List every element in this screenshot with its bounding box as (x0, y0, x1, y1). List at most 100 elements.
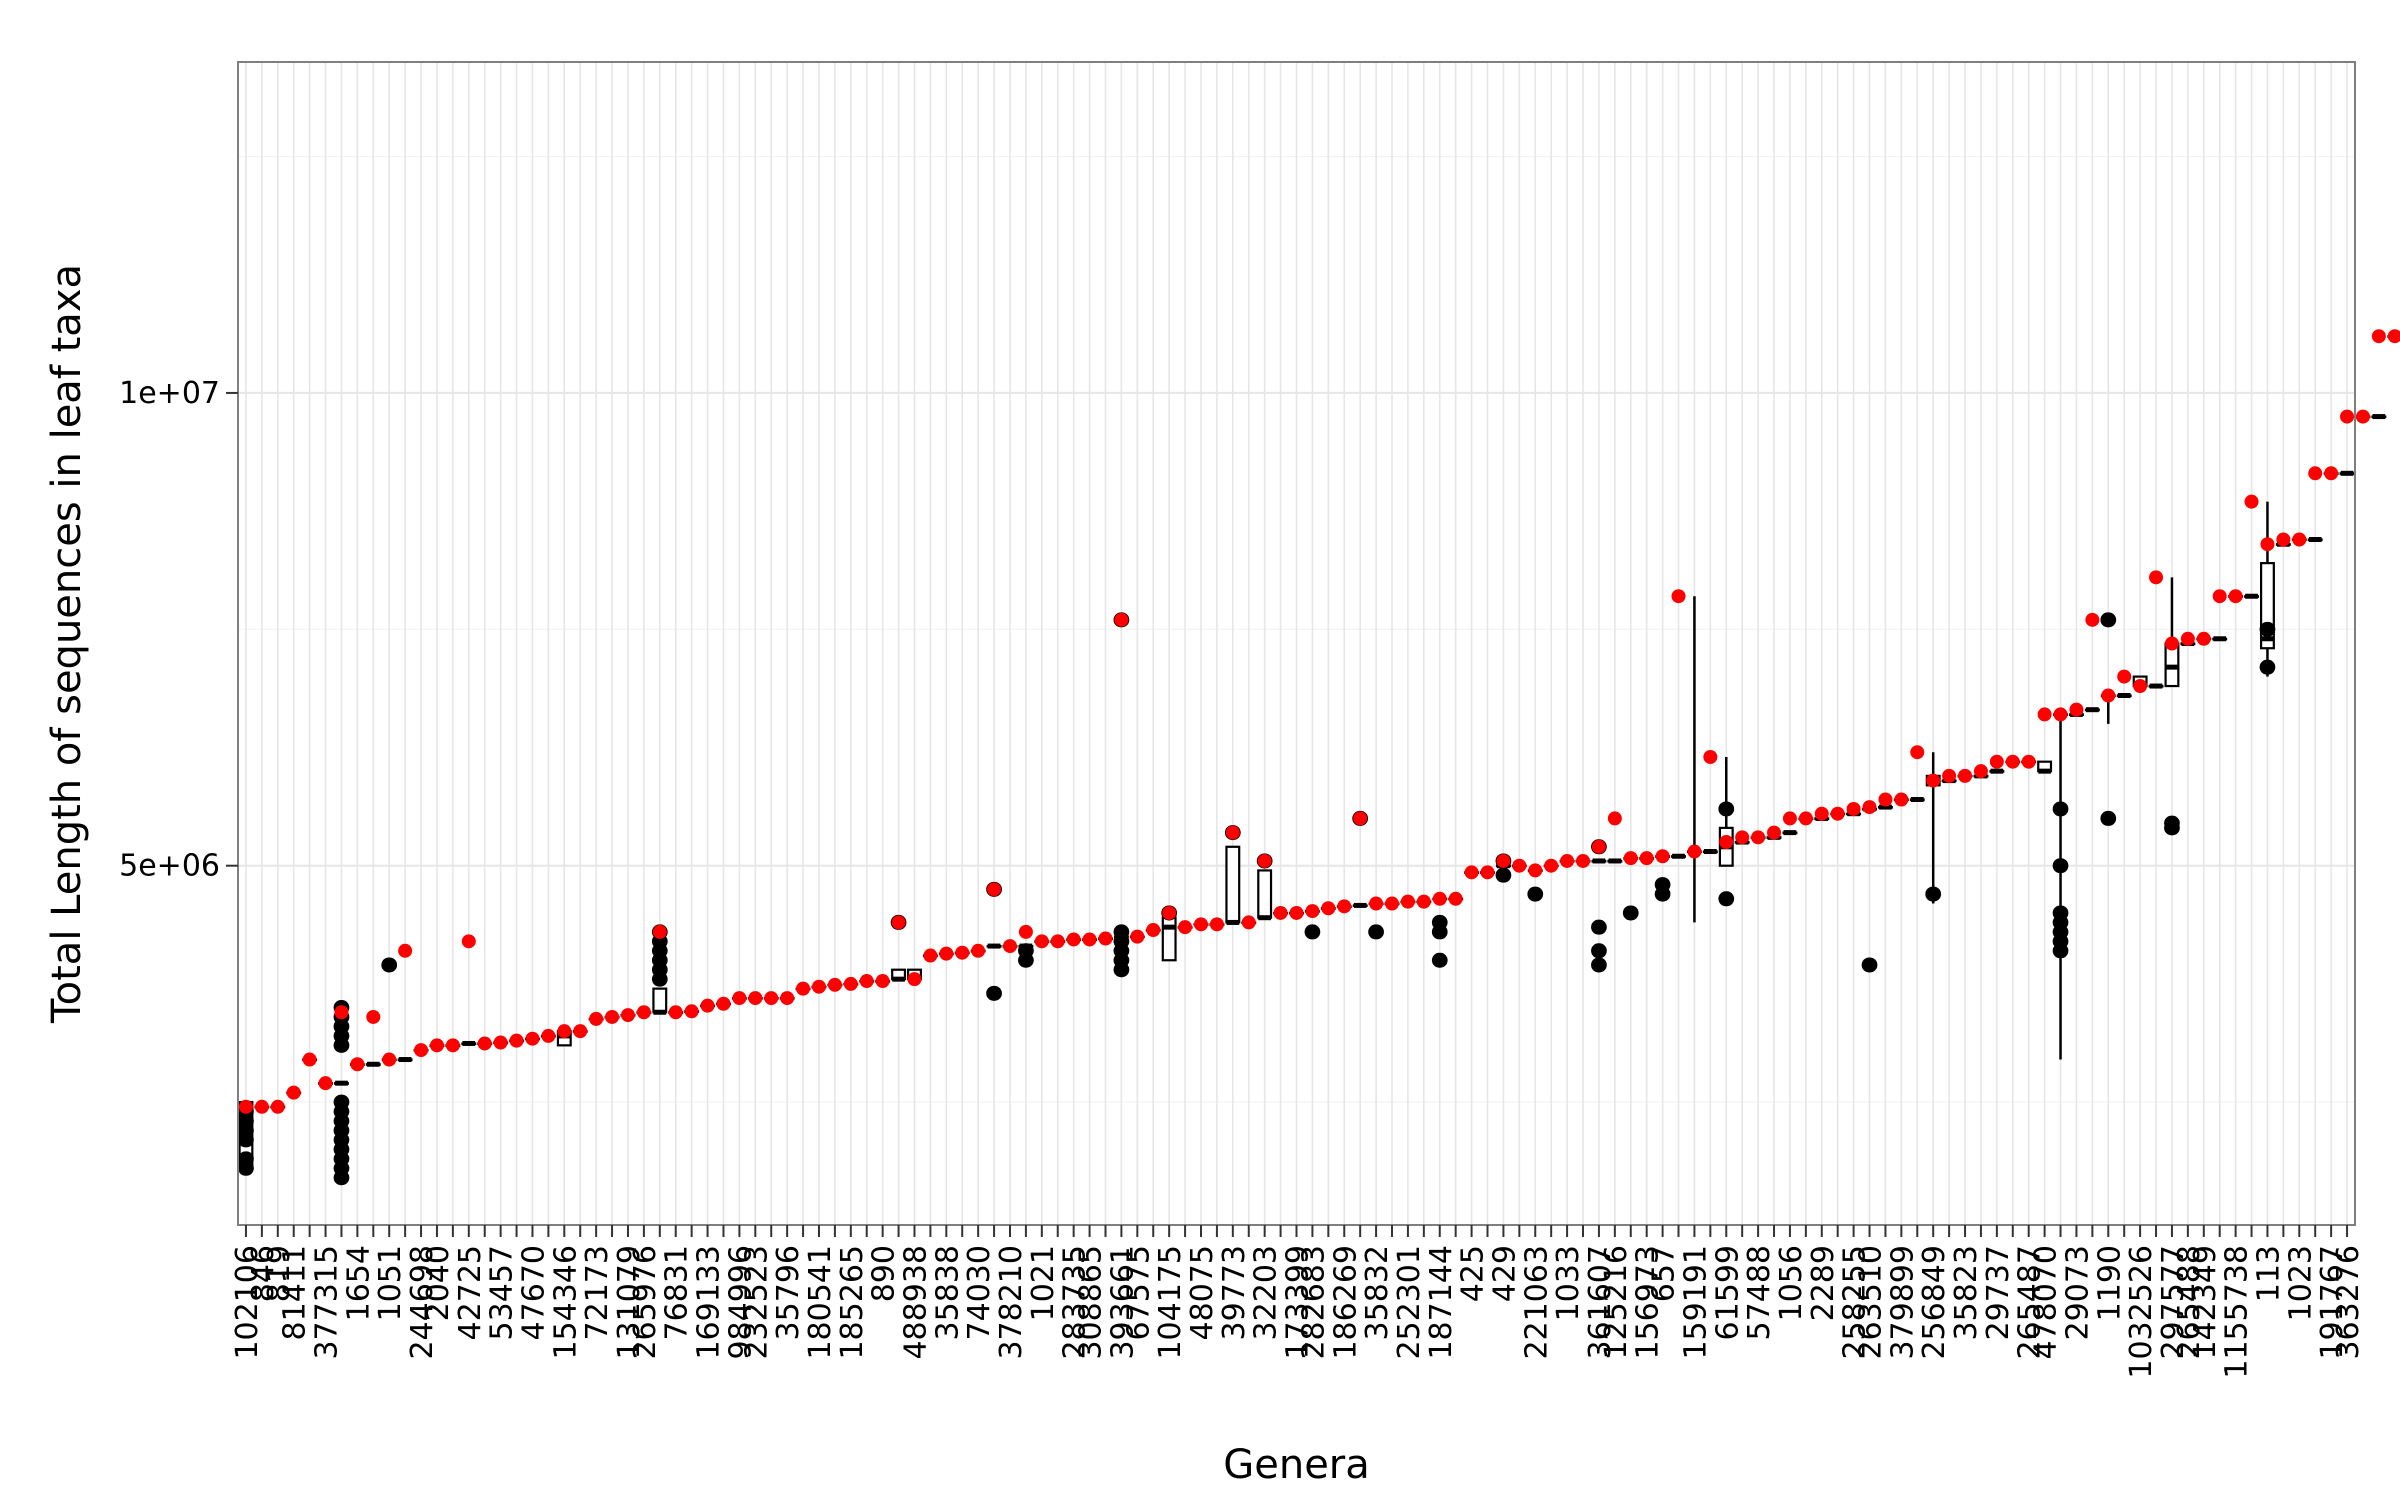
x-tick-label: 657 (1647, 1245, 1682, 1302)
mean-point (1146, 922, 1161, 937)
outlier-point (2100, 810, 2117, 826)
mean-point (636, 1005, 651, 1020)
x-tick-label: 76831 (660, 1245, 695, 1340)
x-tick-label: 258255 (1838, 1245, 1873, 1360)
mean-point (1973, 764, 1988, 779)
outlier-point (1718, 801, 1735, 817)
x-tick-label: 393661 (1105, 1245, 1140, 1360)
mean-point (732, 991, 747, 1006)
mean-point (1257, 853, 1272, 868)
mean-point (1082, 932, 1097, 947)
mean-point (1321, 901, 1336, 916)
mean-point (796, 981, 811, 996)
mean-point (2053, 707, 2068, 722)
mean-point (1464, 865, 1479, 880)
outlier-point (2259, 659, 2276, 675)
outlier-point (1718, 891, 1735, 907)
mean-point (1639, 851, 1654, 866)
x-tick-label: 361607 (1583, 1245, 1618, 1360)
mean-point (270, 1099, 285, 1114)
mean-point (302, 1052, 317, 1067)
x-tick-label: 252301 (1392, 1245, 1427, 1360)
x-tick-label: 2289 (1806, 1245, 1841, 1321)
mean-point (987, 882, 1002, 897)
mean-point (875, 974, 890, 989)
box-rect (1225, 845, 1241, 924)
mean-point (1400, 894, 1415, 909)
x-tick-label: 265487 (2013, 1245, 2048, 1360)
mean-point (1862, 800, 1877, 815)
x-tick-label: 221063 (1519, 1245, 1554, 1360)
box-116 (2084, 707, 2100, 713)
x-tick-label: 1023 (2283, 1245, 2318, 1321)
mean-point (382, 1052, 397, 1067)
mean-point (1655, 849, 1670, 864)
mean-point (652, 924, 667, 939)
mean-point (2340, 409, 2355, 424)
outlier-point (1861, 957, 1878, 973)
mean-point (955, 945, 970, 960)
mean-point (1528, 863, 1543, 878)
x-tick-label: 263510 (1854, 1245, 1889, 1360)
mean-point (509, 1033, 524, 1048)
box-70 (1352, 902, 1368, 908)
outlier-point (1113, 924, 1130, 940)
mean-point (1623, 851, 1638, 866)
mean-point (461, 934, 476, 949)
mean-point (2244, 494, 2259, 509)
mean-point (2371, 329, 2386, 344)
mean-point (398, 943, 413, 958)
box-132 (2339, 470, 2355, 476)
mean-point (891, 915, 906, 930)
box-47 (986, 943, 1002, 949)
x-tick-label: 32203 (1249, 1245, 1284, 1340)
mean-point (366, 1009, 381, 1024)
mean-point (1114, 612, 1129, 627)
x-tick-label: 154346 (548, 1245, 583, 1360)
mean-point (1353, 811, 1368, 826)
mean-point (764, 991, 779, 1006)
mean-point (286, 1085, 301, 1100)
mean-point (414, 1043, 429, 1058)
x-tick-label: 57488 (1742, 1245, 1777, 1340)
box-41 (891, 968, 907, 982)
mean-point (1066, 932, 1081, 947)
mean-point (907, 972, 922, 987)
mean-point (1751, 830, 1766, 845)
x-tick-label: 297577 (2156, 1245, 2191, 1360)
y-tick-label: 5e+06 (119, 849, 220, 884)
x-tick-label: 67575 (1121, 1245, 1156, 1340)
mean-layer (238, 329, 2400, 1114)
x-tick-label: 187144 (1424, 1245, 1459, 1360)
mean-point (1241, 915, 1256, 930)
box-10 (397, 1057, 413, 1063)
x-tick-label: 81411 (278, 1245, 313, 1340)
mean-point (1798, 811, 1813, 826)
mean-point (939, 946, 954, 961)
box-62 (1225, 845, 1241, 925)
box-rect (1257, 869, 1273, 919)
mean-point (318, 1076, 333, 1091)
mean-point (1560, 853, 1575, 868)
mean-point (350, 1057, 365, 1072)
mean-point (1671, 589, 1686, 604)
x-tick-label: 39773 (1217, 1245, 1252, 1340)
x-tick-label: 142349 (2188, 1245, 2223, 1360)
outlier-point (986, 985, 1002, 1001)
outlier-point (1018, 943, 1034, 959)
x-tick-label: 232523 (739, 1245, 774, 1360)
mean-point (1002, 939, 1017, 954)
mean-point (1512, 858, 1527, 873)
mean-point (859, 974, 874, 989)
mean-point (1273, 905, 1288, 920)
outlier-point (2052, 905, 2069, 921)
x-tick-label: 35838 (930, 1245, 965, 1340)
x-tick-label: 185265 (835, 1245, 870, 1360)
box-105 (1909, 797, 1925, 803)
outlier-point (333, 1094, 350, 1110)
mean-point (1942, 768, 1957, 783)
mean-point (2005, 754, 2020, 769)
mean-point (971, 943, 986, 958)
x-tick-label: 35832 (1360, 1245, 1395, 1340)
mean-point (1894, 792, 1909, 807)
